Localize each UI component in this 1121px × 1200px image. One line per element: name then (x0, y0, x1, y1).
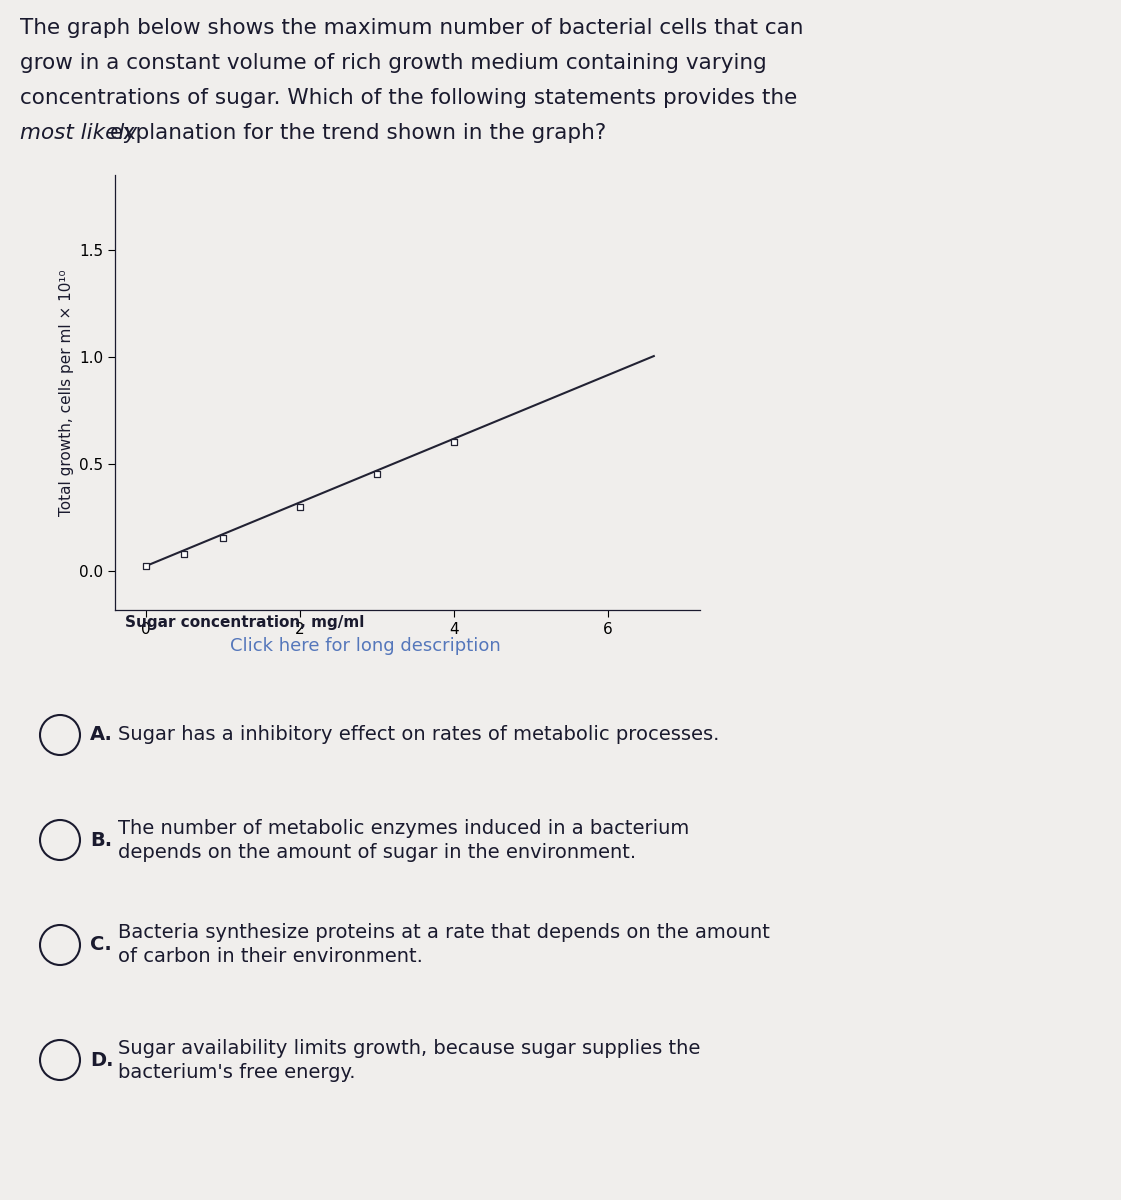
Text: C.: C. (90, 936, 112, 954)
Text: B.: B. (90, 830, 112, 850)
Point (137, 557, 155, 576)
Text: grow in a constant volume of rich growth medium containing varying: grow in a constant volume of rich growth… (20, 53, 767, 73)
Point (445, 432, 463, 451)
Y-axis label: Total growth, cells per ml × 10¹⁰: Total growth, cells per ml × 10¹⁰ (58, 269, 74, 516)
Text: The graph below shows the maximum number of bacterial cells that can: The graph below shows the maximum number… (20, 18, 804, 38)
Text: D.: D. (90, 1050, 113, 1069)
Text: Click here for long description: Click here for long description (230, 637, 501, 655)
Text: of carbon in their environment.: of carbon in their environment. (118, 948, 423, 966)
Text: depends on the amount of sugar in the environment.: depends on the amount of sugar in the en… (118, 842, 636, 862)
Text: Bacteria synthesize proteins at a rate that depends on the amount: Bacteria synthesize proteins at a rate t… (118, 924, 770, 942)
Text: concentrations of sugar. Which of the following statements provides the: concentrations of sugar. Which of the fo… (20, 88, 797, 108)
Text: Sugar availability limits growth, because sugar supplies the: Sugar availability limits growth, becaus… (118, 1038, 701, 1057)
Text: Sugar concentration, mg/ml: Sugar concentration, mg/ml (126, 614, 364, 630)
Point (290, 498, 308, 517)
Text: The number of metabolic enzymes induced in a bacterium: The number of metabolic enzymes induced … (118, 818, 689, 838)
Point (368, 464, 386, 484)
Point (175, 545, 193, 564)
Text: most likely: most likely (20, 122, 137, 143)
Text: explanation for the trend shown in the graph?: explanation for the trend shown in the g… (110, 122, 606, 143)
Text: A.: A. (90, 726, 113, 744)
Text: bacterium's free energy.: bacterium's free energy. (118, 1062, 355, 1081)
Text: Sugar has a inhibitory effect on rates of metabolic processes.: Sugar has a inhibitory effect on rates o… (118, 726, 720, 744)
Point (214, 529, 232, 548)
